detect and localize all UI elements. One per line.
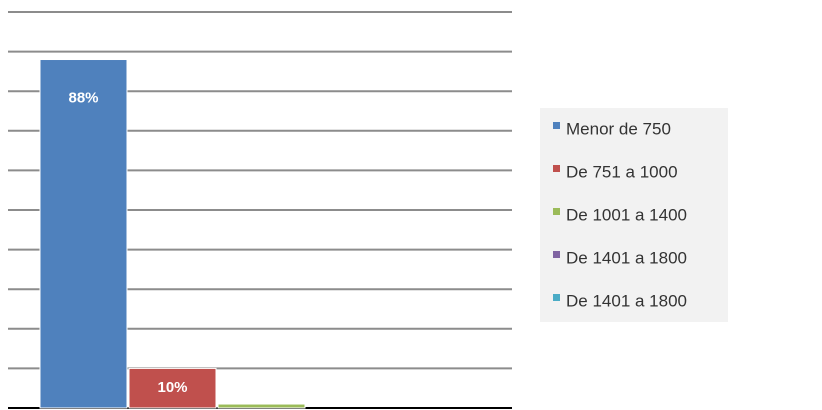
legend-swatch — [553, 165, 560, 172]
legend-swatch — [553, 294, 560, 301]
value-label: 88% — [68, 89, 98, 106]
legend-swatch — [553, 251, 560, 258]
legend-label: De 751 a 1000 — [566, 162, 678, 181]
bar — [39, 59, 128, 409]
legend-label: De 1401 a 1800 — [566, 248, 687, 267]
value-label: 10% — [157, 379, 187, 396]
bar — [128, 367, 217, 409]
legend-label: De 1001 a 1400 — [566, 205, 687, 224]
legend-label: De 1401 a 1800 — [566, 291, 687, 310]
legend-swatch — [553, 208, 560, 215]
bar — [217, 403, 306, 409]
legend-box — [540, 108, 728, 322]
legend-swatch — [553, 122, 560, 129]
legend-label: Menor de 750 — [566, 119, 671, 138]
